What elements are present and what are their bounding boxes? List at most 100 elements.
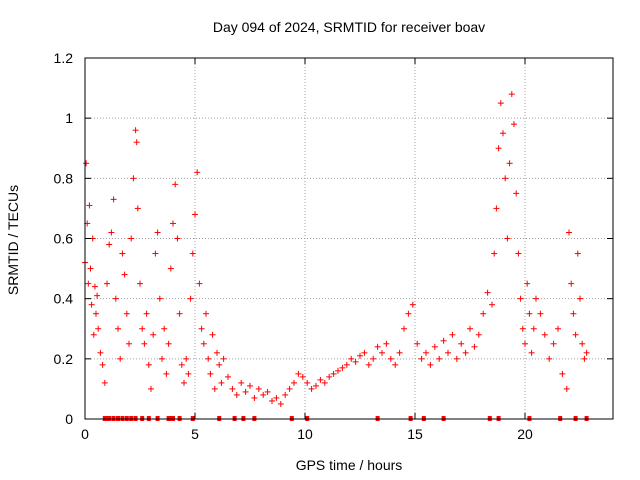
data-point (83, 160, 90, 167)
data-point (148, 385, 154, 392)
data-point (229, 385, 236, 392)
data-point (264, 388, 271, 395)
data-point (277, 400, 284, 407)
data-point (159, 355, 165, 362)
data-point (185, 370, 192, 377)
data-point (205, 355, 212, 362)
data-point (365, 361, 372, 368)
data-point (504, 235, 511, 242)
data-point (313, 382, 319, 389)
data-point (335, 367, 341, 374)
data-point (101, 379, 108, 386)
data-point (192, 211, 198, 218)
data-point (500, 130, 506, 137)
data-point (247, 382, 253, 389)
data-point (189, 250, 196, 257)
data-point (511, 121, 517, 128)
data-point (577, 295, 583, 302)
data-point (405, 310, 412, 317)
data-point (94, 292, 101, 299)
data-point (449, 331, 456, 338)
data-point (526, 310, 533, 317)
x-axis-label: GPS time / hours (296, 457, 403, 473)
data-point (379, 349, 385, 356)
data-point (321, 379, 328, 386)
data-point (104, 280, 110, 287)
data-point (130, 175, 137, 182)
data-point (255, 385, 262, 392)
data-point (374, 343, 381, 350)
data-point (110, 196, 117, 203)
data-point (137, 280, 143, 287)
data-point (583, 349, 590, 356)
data-point (207, 370, 214, 377)
data-point (87, 265, 94, 272)
data-point (383, 340, 390, 347)
data-point (90, 331, 97, 338)
data-point (112, 295, 119, 302)
y-tick-label: 0 (65, 411, 73, 427)
data-point (317, 376, 324, 383)
data-point (357, 352, 363, 359)
data-point (216, 361, 223, 368)
y-tick-label: 1.2 (54, 50, 74, 66)
data-point (170, 220, 176, 227)
data-point (95, 325, 102, 332)
points (82, 91, 590, 407)
data-point (97, 349, 104, 356)
data-point (251, 394, 258, 401)
data-point (273, 394, 280, 401)
data-point (568, 280, 575, 287)
data-point (260, 391, 267, 398)
data-point (541, 331, 548, 338)
data-point (506, 160, 513, 167)
data-point (139, 325, 146, 332)
data-point (220, 355, 227, 362)
data-point (225, 373, 231, 380)
data-point (467, 325, 473, 332)
y-tick-label: 0.8 (54, 170, 74, 186)
data-point (187, 295, 194, 302)
data-point (497, 100, 504, 107)
data-point (150, 331, 157, 338)
data-point (566, 229, 572, 236)
data-point (396, 349, 403, 356)
data-point (326, 373, 333, 380)
data-point (370, 355, 377, 362)
data-point (299, 373, 306, 380)
chart-title: Day 094 of 2024, SRMTID for receiver boa… (213, 19, 485, 35)
data-point (269, 397, 275, 404)
data-point (436, 355, 443, 362)
data-point (115, 325, 121, 332)
data-point (475, 331, 482, 338)
data-point (238, 379, 245, 386)
data-point (528, 349, 535, 356)
data-point (519, 325, 526, 332)
data-point (348, 355, 355, 362)
data-point (93, 310, 99, 317)
data-point (431, 343, 438, 350)
data-point (392, 361, 399, 368)
data-point (308, 385, 315, 392)
data-point (167, 265, 174, 272)
data-point (418, 355, 425, 362)
data-point (117, 355, 124, 362)
data-point (203, 310, 209, 317)
data-point (99, 361, 106, 368)
data-point (550, 340, 557, 347)
data-point (458, 340, 465, 347)
data-point (537, 310, 544, 317)
data-point (121, 271, 128, 278)
data-point (163, 370, 170, 377)
y-tick-label: 0.2 (54, 351, 74, 367)
data-point (134, 205, 141, 212)
data-point (330, 370, 337, 377)
data-point (126, 340, 132, 347)
data-point (108, 229, 115, 236)
data-point (132, 127, 139, 134)
x-tick-label: 10 (297, 426, 313, 442)
data-point (233, 391, 240, 398)
data-point (198, 325, 205, 332)
x-tick-label: 5 (191, 426, 199, 442)
